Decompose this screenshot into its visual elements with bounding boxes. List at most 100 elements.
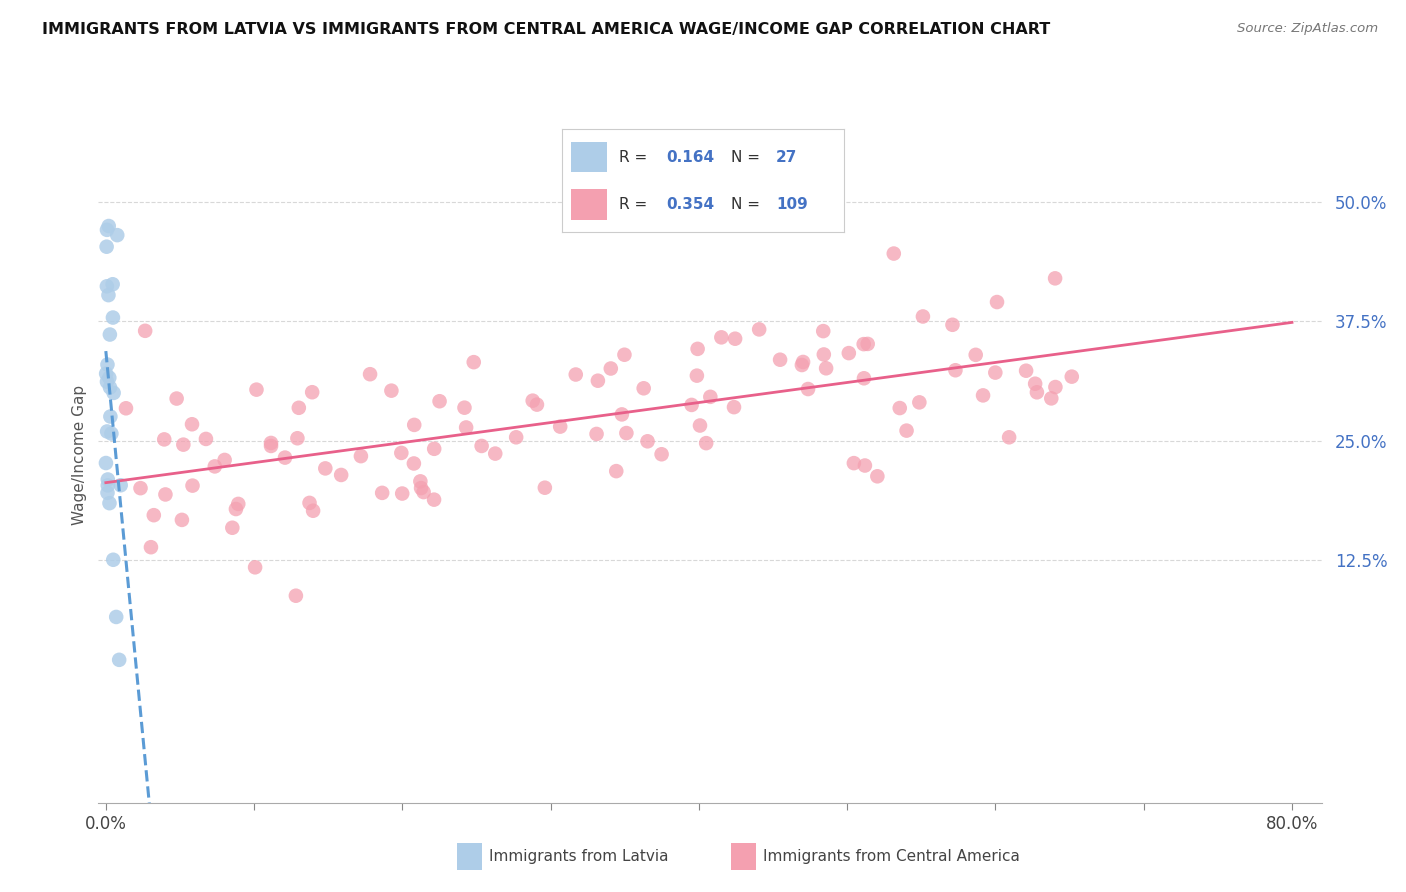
Point xyxy=(96,358,118,372)
Point xyxy=(463,355,485,369)
Point xyxy=(97,288,120,302)
Point xyxy=(456,420,478,434)
Point xyxy=(866,469,889,483)
Text: 0.164: 0.164 xyxy=(666,150,714,164)
Point xyxy=(813,347,835,361)
Text: 27: 27 xyxy=(776,150,797,164)
Point xyxy=(98,496,121,510)
Point xyxy=(214,453,236,467)
Point xyxy=(429,394,451,409)
Point xyxy=(105,610,128,624)
Point xyxy=(402,457,425,471)
Point xyxy=(616,425,638,440)
Point xyxy=(103,385,125,400)
Point xyxy=(221,521,243,535)
Point xyxy=(484,447,506,461)
Point xyxy=(945,363,967,377)
Point xyxy=(245,383,267,397)
Point xyxy=(391,486,413,500)
Point xyxy=(505,430,527,444)
Point xyxy=(1024,376,1046,391)
Text: N =: N = xyxy=(731,197,765,211)
Point xyxy=(371,486,394,500)
Text: Immigrants from Central America: Immigrants from Central America xyxy=(763,849,1021,863)
Point xyxy=(101,277,124,292)
Point xyxy=(226,497,249,511)
Point xyxy=(96,485,118,500)
Point xyxy=(1060,369,1083,384)
Point xyxy=(288,401,311,415)
Point xyxy=(100,426,122,441)
Point xyxy=(965,348,987,362)
Point xyxy=(792,355,814,369)
Point xyxy=(689,418,711,433)
Point xyxy=(98,327,121,342)
Point xyxy=(852,371,875,385)
Point xyxy=(98,370,121,384)
Point xyxy=(94,456,117,470)
Point xyxy=(260,436,283,450)
Point xyxy=(522,393,544,408)
Point xyxy=(815,361,838,376)
Text: N =: N = xyxy=(731,150,765,164)
Point xyxy=(911,310,934,324)
Point xyxy=(129,481,152,495)
Point xyxy=(471,439,494,453)
Point xyxy=(1043,271,1066,285)
Point xyxy=(314,461,336,475)
Point xyxy=(96,375,118,389)
Point xyxy=(852,337,875,351)
Point xyxy=(298,496,321,510)
Point xyxy=(651,447,673,461)
Point xyxy=(139,540,162,554)
Point xyxy=(166,392,188,406)
Text: 109: 109 xyxy=(776,197,808,211)
Point xyxy=(1040,392,1063,406)
Point xyxy=(723,400,745,414)
Point xyxy=(896,424,918,438)
Point xyxy=(724,332,747,346)
Y-axis label: Wage/Income Gap: Wage/Income Gap xyxy=(72,384,87,525)
Point xyxy=(1015,364,1038,378)
Point xyxy=(359,368,381,382)
Point xyxy=(105,228,128,243)
Point xyxy=(769,352,792,367)
Point xyxy=(103,553,125,567)
Point xyxy=(856,337,879,351)
Point xyxy=(686,342,709,356)
Point xyxy=(225,502,247,516)
Point xyxy=(984,366,1007,380)
Point xyxy=(842,456,865,470)
Bar xyxy=(571,142,607,172)
Point xyxy=(97,219,120,233)
Point xyxy=(96,425,118,439)
Point xyxy=(134,324,156,338)
Point xyxy=(586,374,609,388)
Text: R =: R = xyxy=(619,150,652,164)
Point xyxy=(681,398,703,412)
Point xyxy=(710,330,733,344)
Point xyxy=(599,361,621,376)
Point xyxy=(389,446,412,460)
Point xyxy=(585,426,607,441)
Point xyxy=(699,390,721,404)
Point xyxy=(797,382,820,396)
Point xyxy=(548,419,571,434)
Point xyxy=(404,417,426,432)
Point xyxy=(153,433,176,447)
Point xyxy=(142,508,165,523)
Point xyxy=(96,240,118,254)
Point xyxy=(350,449,373,463)
Point xyxy=(534,481,557,495)
Point xyxy=(633,381,655,395)
Point xyxy=(790,358,813,372)
Point xyxy=(94,367,117,381)
Point xyxy=(972,388,994,402)
Text: 0.354: 0.354 xyxy=(666,197,714,211)
Point xyxy=(204,459,226,474)
Point xyxy=(301,385,323,400)
Text: R =: R = xyxy=(619,197,652,211)
Point xyxy=(108,653,131,667)
Point xyxy=(423,442,446,456)
Point xyxy=(889,401,911,415)
